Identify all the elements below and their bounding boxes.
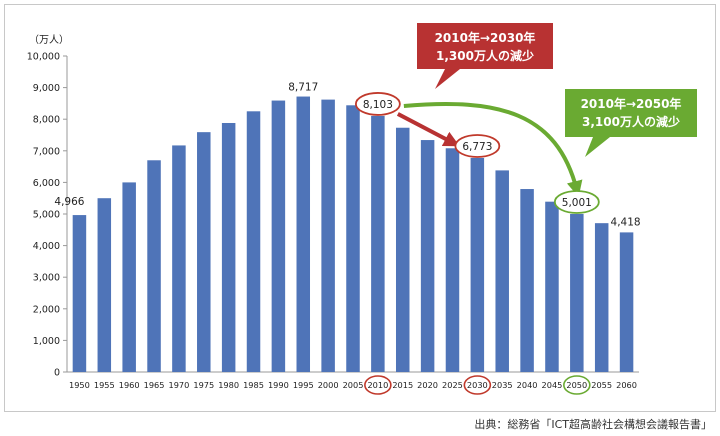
data-label-2010: 8,103 bbox=[363, 99, 393, 111]
chart-frame: （万人） 0 1,000 2,000 3,000 4,000 5,000 6,000 7,000… bbox=[4, 4, 716, 412]
bar-2020 bbox=[420, 140, 435, 372]
data-label-2030: 6,773 bbox=[462, 141, 492, 153]
x-tick-label: 1950 bbox=[69, 380, 90, 390]
y-tick-label: 7,000 bbox=[33, 146, 60, 157]
bar-2045 bbox=[545, 201, 559, 372]
x-tick-label: 1955 bbox=[94, 380, 115, 390]
y-tick-label: 0 bbox=[54, 368, 60, 379]
x-tick-label: 1985 bbox=[243, 380, 264, 390]
x-tick-label: 2005 bbox=[343, 380, 364, 390]
x-tick-label: 2010 bbox=[367, 380, 388, 390]
callout-2010-2030-line2: 1,300万人の減少 bbox=[436, 48, 534, 63]
x-tick-label: 2060 bbox=[616, 380, 637, 390]
y-tick-label: 2,000 bbox=[33, 304, 60, 315]
y-unit-label: （万人） bbox=[29, 34, 69, 46]
bar-2000 bbox=[321, 99, 335, 372]
bar-2050 bbox=[570, 213, 584, 372]
callout-2010-2030-box bbox=[417, 23, 553, 89]
x-tick-label: 2000 bbox=[318, 380, 339, 390]
bar-2030 bbox=[470, 157, 485, 372]
arrow-2010-2030 bbox=[396, 112, 460, 147]
bar-2005 bbox=[346, 105, 360, 373]
bar-1970 bbox=[172, 145, 186, 372]
bar-1960 bbox=[122, 182, 136, 372]
x-tick-label: 1970 bbox=[168, 380, 189, 390]
bar-1995 bbox=[296, 96, 311, 373]
x-tick-label: 2025 bbox=[442, 380, 463, 390]
y-tick-label: 4,000 bbox=[33, 241, 60, 252]
x-tick-label: 2020 bbox=[417, 380, 438, 390]
x-tick-label: 1980 bbox=[218, 380, 239, 390]
bar-1955 bbox=[97, 198, 112, 372]
bar-2010 bbox=[371, 115, 385, 373]
y-tick-label: 9,000 bbox=[33, 83, 60, 94]
data-label-circle-2030 bbox=[454, 134, 501, 158]
y-tick-label: 1,000 bbox=[33, 336, 60, 347]
bar-1965 bbox=[147, 160, 161, 372]
x-tick-label: 2035 bbox=[492, 380, 513, 390]
x-tick-label: 2045 bbox=[542, 380, 563, 390]
bar-1980 bbox=[221, 122, 236, 372]
circle-year-2050 bbox=[563, 375, 591, 395]
callout-2010-2050-box bbox=[565, 89, 697, 157]
data-label-1995: 8,717 bbox=[288, 82, 318, 94]
data-label-circle-2010 bbox=[354, 92, 401, 116]
x-tick-label: 1965 bbox=[144, 380, 165, 390]
x-tick-label: 2040 bbox=[517, 380, 538, 390]
data-label-circle-2050 bbox=[553, 190, 600, 214]
bar-1950 bbox=[72, 215, 87, 372]
data-label-2060: 4,418 bbox=[611, 216, 641, 228]
circle-year-2030 bbox=[463, 375, 492, 395]
callout-2010-2050-line2: 3,100万人の減少 bbox=[582, 114, 680, 129]
bar-2055 bbox=[594, 223, 609, 372]
y-tick-label: 10,000 bbox=[27, 52, 60, 63]
x-tick-label: 1975 bbox=[193, 380, 214, 390]
x-tick-label: 1960 bbox=[119, 380, 140, 390]
data-label-2050: 5,001 bbox=[562, 197, 592, 209]
bar-2040 bbox=[520, 189, 534, 372]
x-tick-label: 1995 bbox=[293, 380, 314, 390]
population-bar-chart: （万人） 0 1,000 2,000 3,000 4,000 5,000 6,000 7,000… bbox=[27, 23, 697, 395]
x-tick-label: 2055 bbox=[591, 380, 612, 390]
y-tick-label: 8,000 bbox=[33, 115, 60, 126]
x-tick-label: 2015 bbox=[392, 380, 413, 390]
y-tick-label: 3,000 bbox=[33, 273, 60, 284]
bar-2060 bbox=[619, 232, 634, 372]
bar-2025 bbox=[445, 148, 460, 372]
bar-1985 bbox=[246, 111, 261, 373]
y-tick-label: 6,000 bbox=[33, 178, 60, 189]
x-tick-label: 1990 bbox=[268, 380, 289, 390]
bar-2035 bbox=[495, 170, 509, 372]
x-tick-label: 2030 bbox=[467, 380, 488, 390]
arrow-2010-2050 bbox=[403, 102, 583, 197]
bar-1975 bbox=[197, 132, 211, 372]
bar-2015 bbox=[395, 127, 410, 373]
bar-1990 bbox=[271, 100, 286, 372]
y-tick-label: 5,000 bbox=[33, 210, 60, 221]
source-note: 出典：総務省「ICT超高齢社会構想会議報告書」 bbox=[474, 418, 712, 431]
x-tick-label: 2050 bbox=[566, 380, 587, 390]
callout-2010-2030-line1: 2010年→2030年 bbox=[435, 30, 536, 45]
callout-2010-2050-line1: 2010年→2050年 bbox=[581, 96, 682, 111]
data-label-1950: 4,966 bbox=[54, 196, 84, 208]
circle-year-2010 bbox=[364, 375, 392, 395]
